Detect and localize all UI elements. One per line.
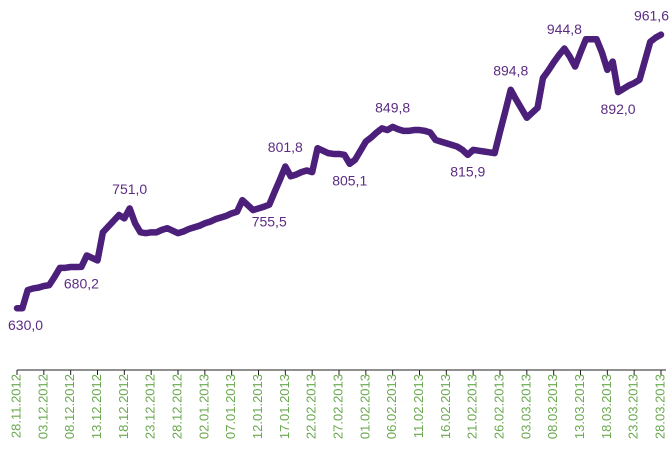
x-tick-label: 13.03.2013: [572, 374, 587, 439]
x-tick-label: 22.02.2013: [304, 374, 319, 439]
x-tick-label: 01.02.2013: [357, 374, 372, 439]
x-tick-label: 28.03.2013: [652, 374, 667, 439]
data-label: 755,5: [252, 213, 287, 229]
x-tick-label: 03.12.2012: [35, 374, 50, 439]
data-label: 892,0: [601, 101, 636, 117]
x-tick-label: 11.02.2013: [411, 374, 426, 438]
x-tick-label: 03.03.2013: [518, 374, 533, 439]
data-label: 815,9: [450, 164, 485, 180]
data-label: 751,0: [112, 181, 147, 197]
data-label: 849,8: [375, 100, 410, 116]
data-label: 680,2: [64, 276, 99, 292]
x-tick-label: 08.03.2013: [545, 374, 560, 439]
x-tick-label: 13.12.2012: [89, 374, 104, 439]
x-tick-label: 28.11.2012: [8, 374, 23, 438]
x-tick-label: 02.01.2013: [196, 374, 211, 439]
data-label: 630,0: [8, 317, 43, 333]
x-tick-label: 23.03.2013: [626, 374, 641, 439]
x-tick-label: 12.01.2013: [250, 374, 265, 439]
x-tick-label: 18.12.2012: [116, 374, 131, 439]
x-tick-label: 18.03.2013: [599, 374, 614, 439]
x-tick-label: 28.12.2012: [169, 374, 184, 439]
x-tick-label: 27.02.2013: [330, 374, 345, 439]
x-tick-label: 07.01.2013: [223, 374, 238, 439]
line: [13, 31, 665, 312]
data-label: 805,1: [332, 172, 367, 188]
data-label: 801,8: [268, 139, 303, 155]
x-tick-label: 16.02.2013: [438, 374, 453, 439]
x-tick-label: 06.02.2013: [384, 374, 399, 439]
x-tick-label: 23.12.2012: [143, 374, 158, 439]
data-label: 961,6: [634, 7, 669, 23]
x-tick-label: 26.02.2013: [491, 374, 506, 439]
x-tick-label: 08.12.2012: [62, 374, 77, 439]
x-tick-label: 17.01.2013: [277, 374, 292, 439]
data-label: 894,8: [493, 62, 528, 78]
x-tick-label: 21.02.2013: [465, 374, 480, 439]
data-label: 944,8: [547, 21, 582, 37]
